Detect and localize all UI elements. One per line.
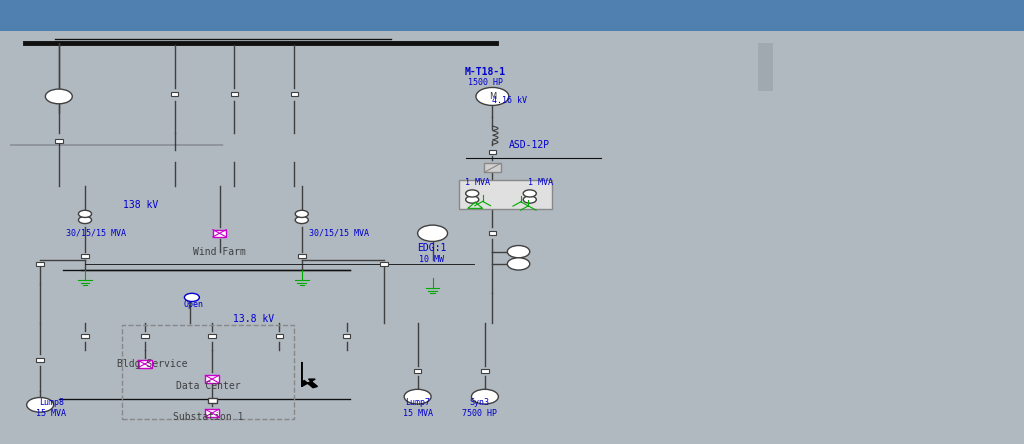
Circle shape bbox=[507, 258, 529, 270]
Bar bbox=[230, 92, 239, 96]
Circle shape bbox=[295, 216, 308, 224]
Text: 13.8 kV: 13.8 kV bbox=[232, 314, 273, 324]
Bar bbox=[459, 180, 552, 209]
Text: □: □ bbox=[955, 11, 964, 20]
Polygon shape bbox=[302, 362, 317, 388]
Bar bbox=[298, 254, 305, 258]
Bar bbox=[380, 262, 388, 266]
Bar bbox=[275, 334, 283, 338]
Circle shape bbox=[471, 389, 499, 404]
Text: Study View (Load Flow Analysis): Study View (Load Flow Analysis) bbox=[31, 11, 188, 20]
Bar bbox=[141, 334, 148, 338]
Circle shape bbox=[79, 216, 91, 224]
Circle shape bbox=[523, 190, 537, 197]
Bar bbox=[213, 230, 226, 237]
Bar bbox=[55, 139, 62, 143]
Text: Wind Farm: Wind Farm bbox=[194, 247, 246, 257]
Bar bbox=[926, 3, 946, 28]
Circle shape bbox=[27, 397, 53, 412]
Text: Open: Open bbox=[183, 300, 204, 309]
Text: 1 MVA: 1 MVA bbox=[465, 178, 489, 187]
Bar bbox=[138, 361, 152, 368]
Bar bbox=[123, 325, 294, 419]
Circle shape bbox=[466, 190, 479, 197]
Text: EDG:1: EDG:1 bbox=[417, 242, 446, 253]
Bar bbox=[81, 254, 89, 258]
Circle shape bbox=[79, 210, 91, 218]
Text: 30/15/15 MVA: 30/15/15 MVA bbox=[67, 229, 126, 238]
Bar bbox=[949, 3, 970, 28]
Bar bbox=[488, 231, 497, 235]
Circle shape bbox=[404, 389, 431, 404]
Circle shape bbox=[184, 293, 200, 301]
Text: M-T18-1: M-T18-1 bbox=[465, 67, 506, 77]
Text: 7500 HP: 7500 HP bbox=[462, 408, 498, 417]
Text: ✕: ✕ bbox=[933, 11, 939, 20]
Bar bbox=[37, 262, 44, 266]
Bar bbox=[484, 163, 501, 172]
Bar bbox=[973, 3, 993, 28]
Text: ASD-12P: ASD-12P bbox=[509, 140, 550, 151]
Bar bbox=[414, 369, 422, 373]
Text: 1 MVA: 1 MVA bbox=[528, 178, 554, 187]
Text: Lump8: Lump8 bbox=[39, 398, 63, 407]
Bar bbox=[37, 358, 44, 362]
Text: Data Center: Data Center bbox=[176, 381, 241, 392]
Bar bbox=[208, 334, 216, 338]
Bar bbox=[206, 409, 219, 416]
Text: 15 MVA: 15 MVA bbox=[402, 408, 432, 417]
Text: _: _ bbox=[981, 11, 985, 20]
Circle shape bbox=[45, 89, 73, 104]
Text: M: M bbox=[488, 92, 496, 101]
Bar bbox=[171, 92, 178, 96]
Text: 15 MVA: 15 MVA bbox=[37, 408, 67, 417]
Circle shape bbox=[418, 225, 447, 242]
Text: Syn3: Syn3 bbox=[470, 398, 489, 407]
Bar bbox=[291, 92, 298, 96]
Text: 138 kV: 138 kV bbox=[124, 200, 159, 210]
Bar bbox=[81, 334, 89, 338]
Bar bbox=[208, 398, 216, 403]
Text: 4.16 kV: 4.16 kV bbox=[493, 96, 527, 105]
Text: Lump7: Lump7 bbox=[406, 398, 430, 407]
Circle shape bbox=[507, 246, 529, 258]
Text: Bldg Service: Bldg Service bbox=[117, 359, 187, 369]
Text: 10 MW: 10 MW bbox=[420, 255, 444, 264]
Text: 1500 HP: 1500 HP bbox=[468, 78, 503, 87]
Circle shape bbox=[523, 196, 537, 203]
Text: 30/15/15 MVA: 30/15/15 MVA bbox=[309, 229, 369, 238]
Bar bbox=[758, 43, 773, 91]
Bar bbox=[343, 334, 350, 338]
Bar bbox=[488, 150, 497, 154]
Bar bbox=[481, 369, 488, 373]
Bar bbox=[206, 376, 219, 383]
Circle shape bbox=[476, 87, 509, 105]
Circle shape bbox=[466, 196, 479, 203]
Text: Substation 1: Substation 1 bbox=[173, 412, 244, 422]
Circle shape bbox=[295, 210, 308, 218]
Bar bbox=[5, 26, 24, 27]
